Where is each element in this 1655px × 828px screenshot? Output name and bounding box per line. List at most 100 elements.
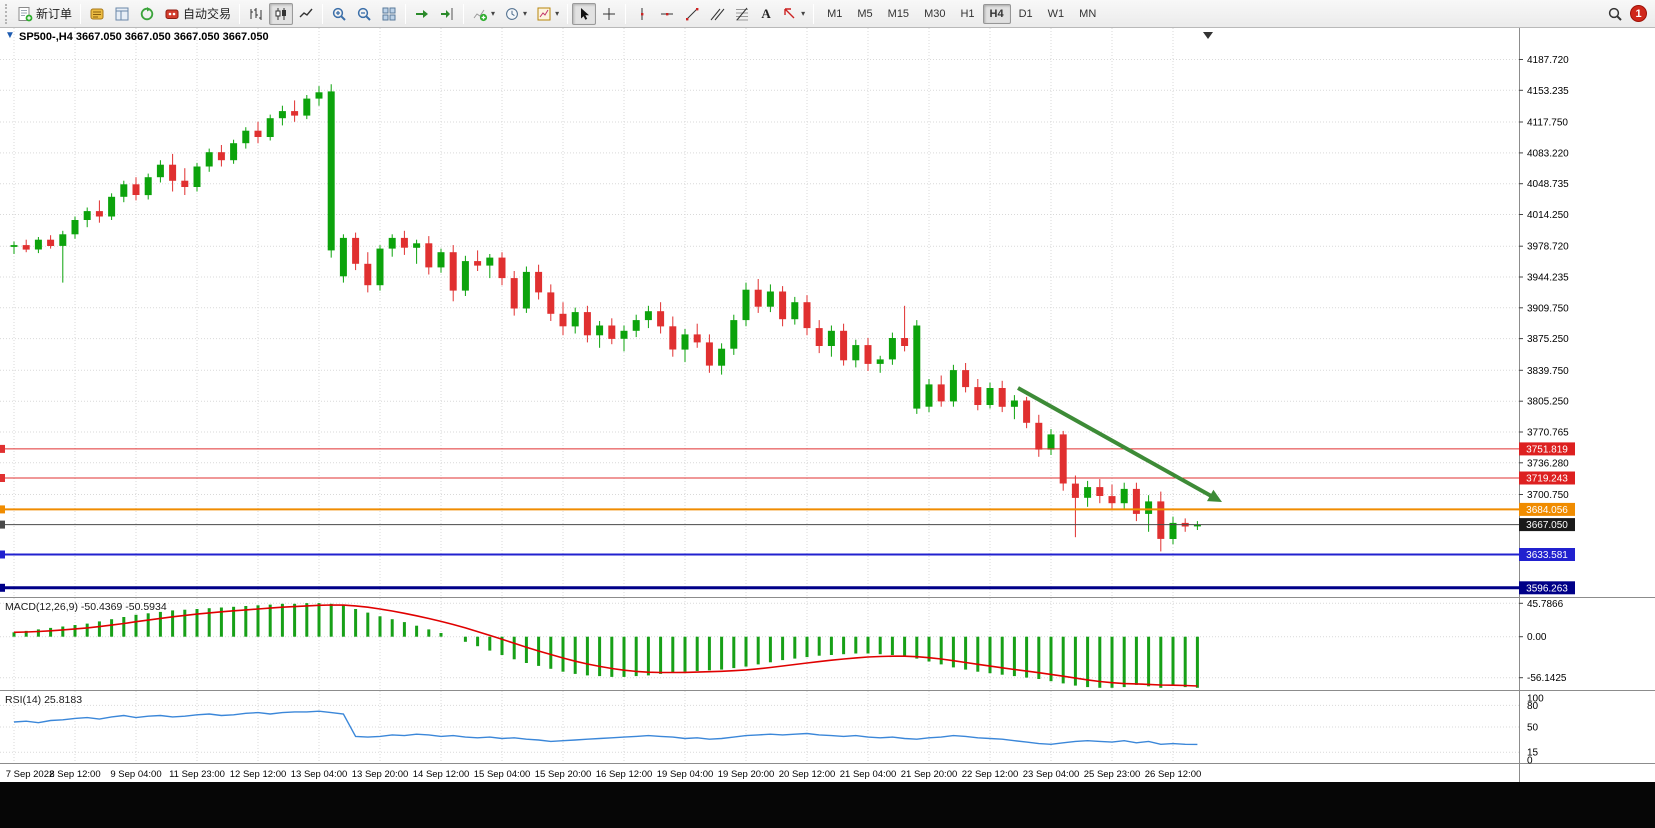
- crosshair-tool-button[interactable]: [597, 3, 621, 25]
- data-window-icon: [115, 7, 129, 20]
- market-watch-button[interactable]: [85, 3, 109, 25]
- timeframe-button-m30[interactable]: M30: [924, 7, 946, 20]
- timeframe-button-m1[interactable]: M1: [827, 7, 843, 20]
- notification-count: 1: [1635, 7, 1642, 20]
- timeframe-button-h1[interactable]: H1: [960, 7, 975, 20]
- separator: [239, 3, 241, 24]
- line-chart-mode-button[interactable]: [294, 3, 318, 25]
- svg-text:50: 50: [1527, 723, 1539, 734]
- main-toolbar: 新订单 自动交易 ▾ ▾ ▾ A ▾: [0, 0, 1655, 28]
- macd-signal-line: [13, 604, 1198, 687]
- trend-arrow[interactable]: [1017, 386, 1222, 502]
- svg-text:11 Sep 23:00: 11 Sep 23:00: [169, 769, 225, 780]
- line-chart-icon: [299, 8, 313, 17]
- navigator-button[interactable]: [135, 3, 159, 25]
- svg-text:3736.280: 3736.280: [1527, 458, 1569, 469]
- dropdown-caret-icon: ▾: [523, 8, 528, 18]
- svg-text:3700.750: 3700.750: [1527, 490, 1569, 501]
- timeframe-group: M1 M5 M15 M30 H1 H4 D1 W1 MN: [820, 3, 1103, 24]
- svg-text:13 Sep 20:00: 13 Sep 20:00: [352, 769, 409, 780]
- toolbar-grip[interactable]: [5, 3, 10, 24]
- periods-button[interactable]: ▾: [500, 3, 531, 25]
- auto-trading-button[interactable]: 自动交易: [160, 3, 235, 25]
- dropdown-caret-icon: ▾: [801, 8, 806, 18]
- symbol-period-label: SP500-,H4: [19, 31, 73, 43]
- zoom-in-button[interactable]: [327, 3, 351, 25]
- templates-button[interactable]: ▾: [532, 3, 563, 25]
- one-click-trading-toggle[interactable]: ▼: [5, 30, 15, 41]
- bar-chart-mode-button[interactable]: [244, 3, 268, 25]
- indicators-button[interactable]: ▾: [468, 3, 499, 25]
- svg-text:4014.250: 4014.250: [1527, 210, 1569, 221]
- equidistant-channel-icon: [710, 8, 725, 20]
- dropdown-caret-icon: ▾: [555, 8, 560, 18]
- arrow-objects-icon: [784, 7, 795, 18]
- svg-text:100: 100: [1527, 694, 1544, 705]
- timeframe-button-m15[interactable]: M15: [887, 7, 910, 20]
- svg-text:3667.050: 3667.050: [1526, 520, 1568, 531]
- svg-text:12 Sep 12:00: 12 Sep 12:00: [230, 769, 287, 780]
- horizontal-line-tool-button[interactable]: [655, 3, 679, 25]
- separator: [463, 3, 465, 24]
- macd-label: MACD(12,26,9) -50.4369 -50.5934: [5, 601, 167, 613]
- search-icon[interactable]: [1607, 6, 1623, 22]
- svg-text:0.00: 0.00: [1527, 632, 1547, 643]
- notification-badge[interactable]: 1: [1630, 5, 1647, 22]
- candlestick-mode-button[interactable]: [269, 2, 294, 25]
- svg-text:15 Sep 20:00: 15 Sep 20:00: [535, 769, 592, 780]
- new-order-label: 新订单: [36, 7, 73, 21]
- periods-clock-icon: [506, 7, 518, 20]
- pane-separators[interactable]: [0, 28, 1655, 782]
- svg-text:45.7866: 45.7866: [1527, 599, 1564, 610]
- zoom-in-icon: [332, 7, 346, 21]
- shift-marker-icon[interactable]: [1203, 32, 1213, 39]
- svg-text:22 Sep 12:00: 22 Sep 12:00: [962, 769, 1019, 780]
- trendline-tool-button[interactable]: [680, 3, 704, 25]
- svg-text:0: 0: [1527, 756, 1533, 767]
- svg-text:15 Sep 04:00: 15 Sep 04:00: [474, 769, 531, 780]
- svg-text:3839.750: 3839.750: [1527, 366, 1569, 377]
- fibonacci-icon: [736, 7, 749, 20]
- chart-shift-icon: [441, 7, 453, 20]
- tile-windows-button[interactable]: [377, 3, 401, 25]
- text-tool-button[interactable]: A: [755, 3, 777, 25]
- price-axis[interactable]: 4187.720 4153.235 4117.750 4083.220 4048.735…: [1519, 55, 1569, 767]
- timeframe-button-mn[interactable]: MN: [1079, 7, 1097, 20]
- svg-text:26 Sep 12:00: 26 Sep 12:00: [1145, 769, 1202, 780]
- horizontal-price-lines[interactable]: [0, 444, 1519, 592]
- auto-scroll-button[interactable]: [410, 3, 434, 25]
- svg-text:16 Sep 12:00: 16 Sep 12:00: [596, 769, 653, 780]
- arrows-tool-button[interactable]: ▾: [778, 3, 809, 25]
- candlestick-icon: [275, 7, 287, 20]
- timeframe-button-d1[interactable]: D1: [1018, 7, 1033, 20]
- zoom-out-icon: [357, 7, 371, 21]
- chart-canvas[interactable]: 4187.720 4153.235 4117.750 4083.220 4048.735…: [0, 28, 1655, 782]
- separator: [567, 3, 569, 24]
- timeframe-button-w1[interactable]: W1: [1047, 7, 1065, 20]
- new-order-button[interactable]: 新订单: [13, 3, 76, 25]
- svg-text:3805.250: 3805.250: [1527, 397, 1569, 408]
- separator: [405, 3, 407, 24]
- rsi-line: [13, 710, 1198, 746]
- chart-shift-button[interactable]: [435, 3, 459, 25]
- svg-text:3978.720: 3978.720: [1527, 242, 1569, 253]
- market-watch-icon: [90, 8, 104, 19]
- rsi-label: RSI(14) 25.8183: [5, 694, 82, 706]
- timeframe-button-m5[interactable]: M5: [857, 7, 873, 20]
- svg-text:19 Sep 20:00: 19 Sep 20:00: [718, 769, 775, 780]
- channel-tool-button[interactable]: [705, 3, 729, 25]
- toolbar-right-group: 1: [1607, 5, 1652, 22]
- separator: [813, 3, 815, 24]
- svg-text:20 Sep 12:00: 20 Sep 12:00: [779, 769, 836, 780]
- dropdown-caret-icon: ▾: [491, 8, 496, 18]
- fibonacci-tool-button[interactable]: [730, 3, 754, 25]
- svg-text:80: 80: [1527, 701, 1539, 712]
- cursor-tool-button[interactable]: [572, 2, 597, 25]
- timeframe-button-h4[interactable]: H4: [982, 3, 1011, 24]
- vertical-line-tool-button[interactable]: [630, 3, 654, 25]
- data-window-button[interactable]: [110, 3, 134, 25]
- zoom-out-button[interactable]: [352, 3, 376, 25]
- rsi-layer: [13, 710, 1198, 746]
